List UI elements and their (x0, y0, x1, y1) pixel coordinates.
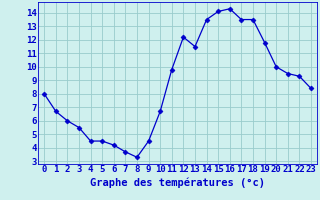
X-axis label: Graphe des températures (°c): Graphe des températures (°c) (90, 177, 265, 188)
